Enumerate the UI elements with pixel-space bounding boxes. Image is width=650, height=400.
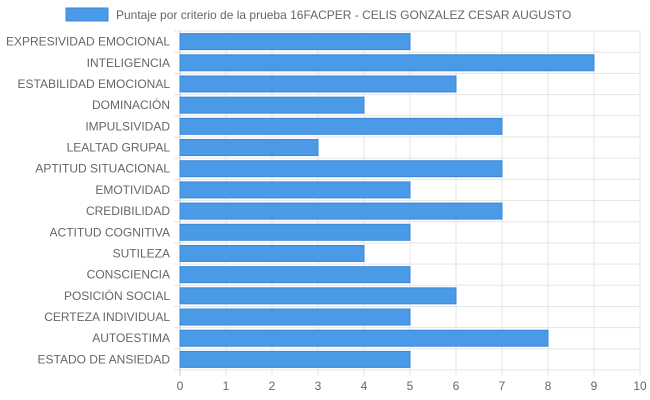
x-tick-label: 7 — [499, 379, 506, 393]
category-label: POSICIÓN SOCIAL — [64, 288, 170, 303]
bars — [179, 33, 595, 368]
x-tick-label: 4 — [361, 379, 368, 393]
category-label: CREDIBILIDAD — [86, 204, 170, 218]
category-label: CONSCIENCIA — [87, 268, 170, 282]
bar[interactable] — [179, 160, 503, 178]
bar[interactable] — [179, 33, 411, 51]
x-axis-labels: 0 1 2 3 4 5 6 7 8 9 10 — [177, 379, 647, 393]
category-label: APTITUD SITUACIONAL — [35, 162, 170, 176]
bar[interactable] — [179, 139, 319, 157]
x-tick-label: 6 — [453, 379, 460, 393]
category-label: ESTADO DE ANSIEDAD — [38, 352, 171, 366]
category-label: DOMINACIÓN — [92, 97, 170, 112]
bar[interactable] — [179, 54, 595, 72]
x-tick-label: 9 — [591, 379, 598, 393]
legend-label: Puntaje por criterio de la prueba 16FACP… — [116, 8, 571, 22]
bar[interactable] — [179, 287, 457, 305]
category-label: CERTEZA INDIVIDUAL — [44, 310, 170, 324]
category-label: SUTILEZA — [113, 246, 170, 260]
category-label: LEALTAD GRUPAL — [67, 141, 171, 155]
bar[interactable] — [179, 117, 503, 135]
bar[interactable] — [179, 223, 411, 241]
legend-swatch — [65, 7, 109, 22]
bar[interactable] — [179, 308, 411, 326]
x-tick-label: 8 — [545, 379, 552, 393]
bar[interactable] — [179, 244, 365, 262]
bar[interactable] — [179, 181, 411, 199]
bar[interactable] — [179, 96, 365, 114]
category-label: ESTABILIDAD EMOCIONAL — [18, 77, 171, 91]
bar[interactable] — [179, 329, 549, 347]
bar[interactable] — [179, 266, 411, 284]
category-label: EMOTIVIDAD — [95, 183, 170, 197]
category-label: AUTOESTIMA — [92, 331, 170, 345]
legend[interactable]: Puntaje por criterio de la prueba 16FACP… — [65, 7, 571, 22]
bar[interactable] — [179, 350, 411, 368]
category-label: IMPULSIVIDAD — [85, 119, 170, 133]
bar[interactable] — [179, 75, 457, 93]
category-label: INTELIGENCIA — [87, 56, 170, 70]
x-tick-label: 1 — [223, 379, 230, 393]
x-tick-label: 3 — [315, 379, 322, 393]
x-tick-label: 10 — [633, 379, 647, 393]
x-tick-label: 5 — [407, 379, 414, 393]
y-axis-labels: EXPRESIVIDAD EMOCIONAL INTELIGENCIA ESTABI… — [6, 35, 170, 367]
category-label: EXPRESIVIDAD EMOCIONAL — [6, 35, 170, 49]
x-tick-label: 2 — [269, 379, 276, 393]
category-label: ACTITUD COGNITIVA — [50, 225, 170, 239]
x-tick-label: 0 — [177, 379, 184, 393]
bar[interactable] — [179, 202, 503, 220]
